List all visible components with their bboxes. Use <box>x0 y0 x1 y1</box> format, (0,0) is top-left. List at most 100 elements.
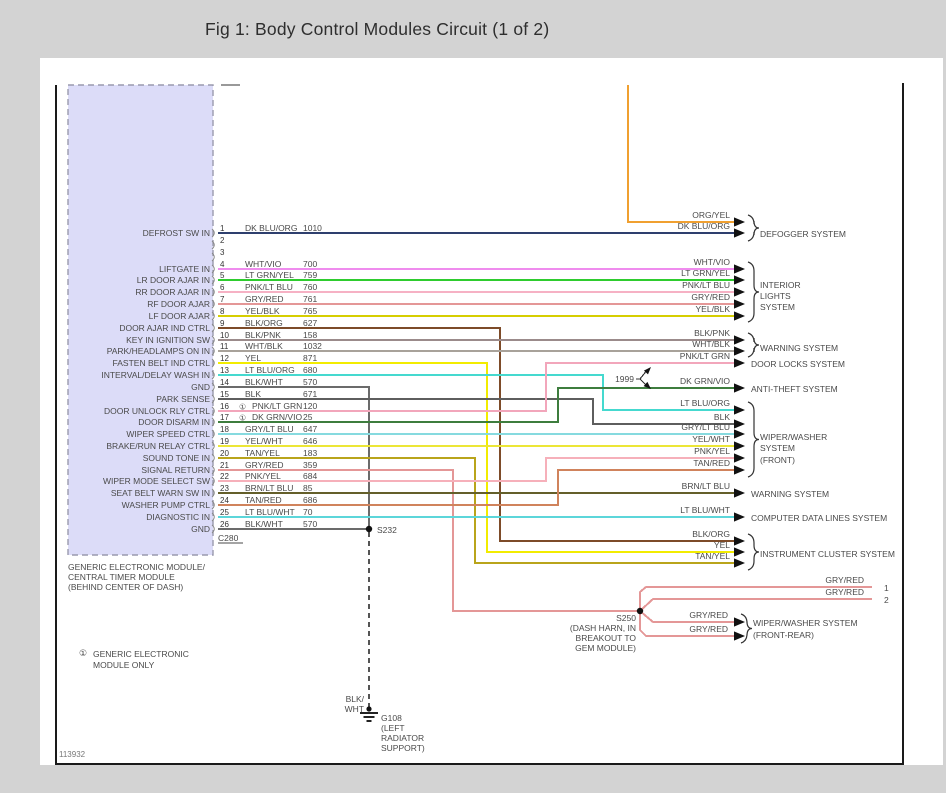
wire-lt-blu-org <box>218 374 734 411</box>
pin-bracket <box>211 394 215 404</box>
diagram-note: SUPPORT) <box>381 743 425 753</box>
diagram-note: 1 <box>884 583 889 593</box>
brace-wiper-washer-system-front-rear <box>740 613 753 644</box>
pin-number: 16 <box>220 402 229 411</box>
pin-circuit-number: 570 <box>303 377 317 387</box>
wire-color-label: TAN/RED <box>693 458 730 468</box>
pin-wire-color: PNK/LT BLU <box>245 282 293 292</box>
pin-function-label: RR DOOR AJAR IN <box>135 287 210 297</box>
pin-wire-color: YEL <box>245 353 261 363</box>
dest-interior-lights-system: INTERIOR <box>760 280 801 290</box>
pin-bracket <box>211 323 215 333</box>
wire-pnk-yel <box>218 457 734 482</box>
wire-color-label: BLK <box>714 412 730 422</box>
wire-blk <box>218 398 734 425</box>
wire-color-label: WHT/BLK <box>692 339 730 349</box>
pin-wire-color: BLK/ORG <box>245 318 283 328</box>
page-number: 113932 <box>59 750 86 759</box>
pin-function-label: LR DOOR AJAR IN <box>137 275 210 285</box>
pin-wire-color: GRY/RED <box>245 294 284 304</box>
fork-arrowhead <box>643 367 651 375</box>
pin-wire-color: YEL/BLK <box>245 306 280 316</box>
wire-s250-branch-4 <box>639 611 734 637</box>
pin-wire-color: BRN/LT BLU <box>245 483 293 493</box>
pin-function-label: SIGNAL RETURN <box>141 465 210 475</box>
pin-number: 6 <box>220 283 225 292</box>
pin-bracket <box>211 429 215 439</box>
pin-bracket <box>211 500 215 510</box>
pin-circuit-number: 570 <box>303 519 317 529</box>
wire-s250-branch-3 <box>639 610 734 623</box>
dest-anti-theft-system: ANTI-THEFT SYSTEM <box>751 384 838 394</box>
gem-module-box <box>67 84 214 556</box>
wire-arrow <box>734 264 745 274</box>
pin-bracket <box>211 382 215 392</box>
wire-color-label: BRN/LT BLU <box>682 481 730 491</box>
pin-circuit-number: 25 <box>303 412 313 422</box>
pin-function-label: DOOR DISARM IN <box>138 417 210 427</box>
dest-wiper-washer-system-front: (FRONT) <box>760 455 795 465</box>
pin-function-label: PARK SENSE <box>156 394 210 404</box>
pin-bracket <box>211 406 215 416</box>
wire-arrow <box>734 346 745 356</box>
wire-color-label: YEL/WHT <box>692 434 730 444</box>
diagram-note: (DASH HARN, IN <box>570 623 636 633</box>
diagram-note: GEM MODULE) <box>575 643 636 653</box>
pin-circuit-number: 871 <box>303 353 317 363</box>
wire-color-label: GRY/RED <box>691 292 730 302</box>
year-1999-note: 1999 <box>615 374 634 384</box>
pin-function-label: LIFTGATE IN <box>159 264 210 274</box>
pin-bracket <box>211 335 215 345</box>
footnote-symbol: ① <box>79 648 87 658</box>
dest-warning-system-1: WARNING SYSTEM <box>760 343 838 353</box>
pin-wire-color: DK GRN/VIO <box>252 412 302 422</box>
pin-circuit-number: 647 <box>303 424 317 434</box>
wire-arrow <box>734 441 745 451</box>
pin-function-label: KEY IN IGNITION SW <box>126 335 210 345</box>
wire-arrow <box>734 558 745 568</box>
wire-arrow <box>734 275 745 285</box>
wire-arrow <box>734 335 745 345</box>
dest-instrument-cluster-system: INSTRUMENT CLUSTER SYSTEM <box>760 549 895 559</box>
wire-color-label: PNK/LT GRN <box>680 351 730 361</box>
wire-arrow <box>734 217 745 227</box>
pin-function-label: SEAT BELT WARN SW IN <box>111 488 210 498</box>
pin-circuit-number: 684 <box>303 471 317 481</box>
pin-wire-color: LT BLU/WHT <box>245 507 295 517</box>
pin-function-label: WASHER PUMP CTRL <box>122 500 211 510</box>
wire-arrow <box>734 299 745 309</box>
pin-wire-color: BLK/PNK <box>245 330 281 340</box>
pin-circuit-number: 700 <box>303 259 317 269</box>
pin-wire-color: PNK/LT GRN <box>252 401 302 411</box>
dest-computer-data-lines-system: COMPUTER DATA LINES SYSTEM <box>751 513 887 523</box>
pin-wire-color: BLK/WHT <box>245 377 283 387</box>
pin-function-label: GND <box>191 524 210 534</box>
diagram-note: (LEFT <box>381 723 405 733</box>
pin-function-label: BRAKE/RUN RELAY CTRL <box>106 441 210 451</box>
wire-color-label: YEL/BLK <box>696 304 731 314</box>
dest-wiper-washer-system-front: SYSTEM <box>760 443 795 453</box>
wire-arrow <box>734 419 745 429</box>
wire-arrow <box>734 228 745 238</box>
dest-door-locks-system: DOOR LOCKS SYSTEM <box>751 359 845 369</box>
pin-function-label: RF DOOR AJAR <box>147 299 210 309</box>
wire-color-label: BLK/PNK <box>694 328 730 338</box>
pin-wire-color: BLK <box>245 389 261 399</box>
wire-color-label: TAN/YEL <box>695 551 730 561</box>
pin-bracket <box>211 488 215 498</box>
pin-function-label: INTERVAL/DELAY WASH IN <box>101 370 210 380</box>
pin-footnote-mark: ① <box>239 403 246 412</box>
pin-bracket <box>211 228 215 238</box>
wire-arrow <box>734 488 745 498</box>
wire-arrow <box>734 405 745 415</box>
footnote-text: MODULE ONLY <box>93 660 155 670</box>
pin-circuit-number: 359 <box>303 460 317 470</box>
wire-color-label: WHT/VIO <box>694 257 731 267</box>
pin-circuit-number: 759 <box>303 270 317 280</box>
pin-function-label: WIPER MODE SELECT SW <box>103 476 210 486</box>
brace-warning-system-1 <box>747 332 760 358</box>
wire-arrow <box>734 631 745 641</box>
pin-function-label: LF DOOR AJAR <box>149 311 210 321</box>
